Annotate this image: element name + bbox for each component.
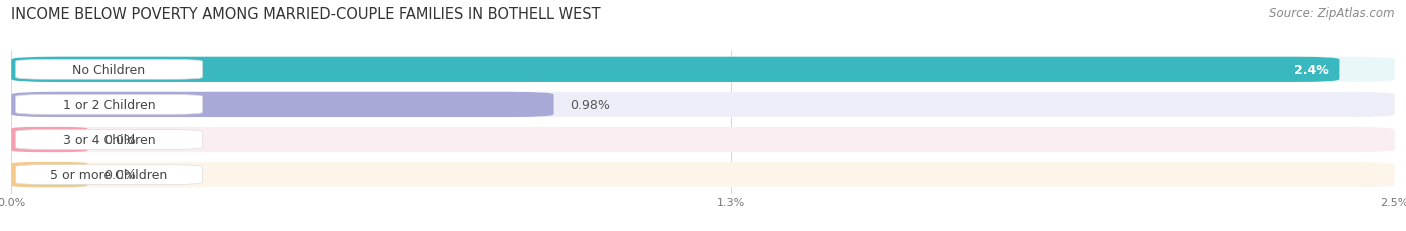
Text: 0.0%: 0.0% (104, 168, 136, 181)
Text: No Children: No Children (73, 64, 146, 76)
Text: 3 or 4 Children: 3 or 4 Children (63, 134, 156, 146)
Text: 0.98%: 0.98% (571, 98, 610, 111)
FancyBboxPatch shape (11, 58, 1340, 83)
FancyBboxPatch shape (11, 92, 554, 118)
Text: Source: ZipAtlas.com: Source: ZipAtlas.com (1270, 7, 1395, 20)
FancyBboxPatch shape (11, 127, 1395, 152)
FancyBboxPatch shape (15, 165, 202, 185)
Text: 5 or more Children: 5 or more Children (51, 168, 167, 181)
FancyBboxPatch shape (15, 95, 202, 115)
FancyBboxPatch shape (11, 162, 1395, 187)
Text: INCOME BELOW POVERTY AMONG MARRIED-COUPLE FAMILIES IN BOTHELL WEST: INCOME BELOW POVERTY AMONG MARRIED-COUPL… (11, 7, 600, 22)
FancyBboxPatch shape (11, 162, 87, 187)
Text: 0.0%: 0.0% (104, 134, 136, 146)
FancyBboxPatch shape (15, 60, 202, 80)
FancyBboxPatch shape (11, 92, 1395, 118)
FancyBboxPatch shape (11, 58, 1395, 83)
Text: 1 or 2 Children: 1 or 2 Children (63, 98, 156, 111)
FancyBboxPatch shape (15, 130, 202, 150)
Text: 2.4%: 2.4% (1294, 64, 1329, 76)
FancyBboxPatch shape (11, 127, 87, 152)
